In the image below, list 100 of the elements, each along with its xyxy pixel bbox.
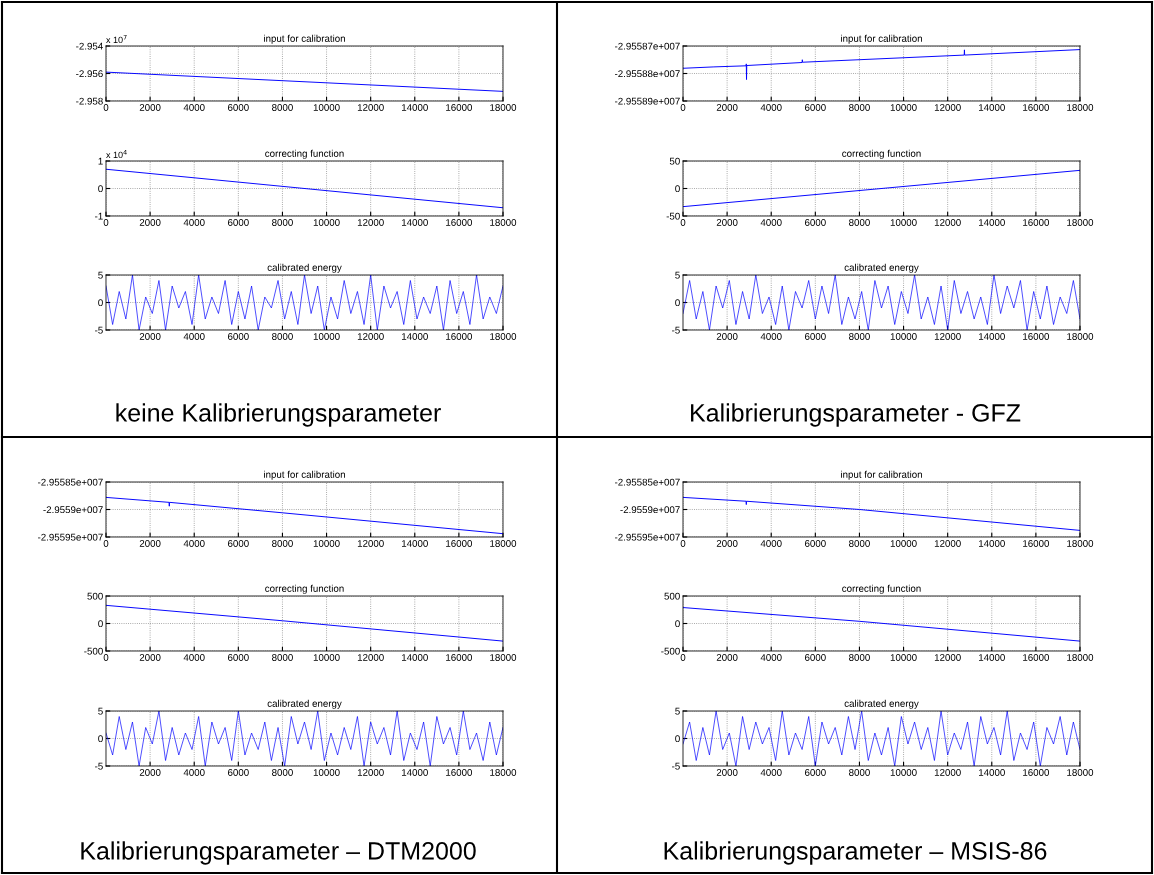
y-tick-label: -5 [672, 326, 680, 334]
x-tick-label: 14000 [402, 104, 428, 111]
x-tick-label: 6000 [228, 104, 249, 111]
x-tick-label: 12000 [934, 654, 961, 661]
x-tick-label: 14000 [402, 769, 428, 776]
y-tick-label: 0 [98, 299, 103, 307]
x-tick-label: 18000 [1067, 104, 1094, 111]
x-tick-label: 16000 [1023, 333, 1050, 340]
x-tick-label: 18000 [1067, 769, 1094, 776]
x-tick-label: 8000 [849, 540, 870, 547]
x-tick-label: 2000 [716, 540, 738, 547]
y-tick-label: 50 [669, 157, 680, 165]
x-tick-label: 14000 [979, 219, 1005, 226]
chart-title: input for calibration [841, 34, 922, 44]
chart-title: correcting function [842, 149, 921, 159]
x-tick-label: 8000 [849, 654, 870, 661]
x-tick-label: 16000 [446, 104, 473, 111]
x-tick-label: 2000 [139, 219, 161, 226]
x-tick-label: 2000 [716, 769, 738, 776]
line-series [106, 711, 503, 766]
x-tick-label: 8000 [272, 333, 293, 340]
y-tick-label: -500 [84, 647, 103, 655]
x-tick-label: 2000 [139, 333, 161, 340]
y-tick-label: -2.954 [76, 42, 103, 50]
x-tick-label: 4000 [760, 540, 782, 547]
text: Kalibrierungsparameter – DTM2000 [81, 841, 476, 865]
y-tick-label: 0 [675, 299, 680, 307]
y-tick-label: -2.95587e+007 [614, 42, 680, 50]
x-tick-label: 18000 [1067, 540, 1094, 547]
x-tick-label: 14000 [979, 769, 1005, 776]
x-tick-label: 12000 [357, 104, 384, 111]
x-tick-label: 0 [103, 654, 109, 661]
x-tick-label: 0 [680, 219, 686, 226]
chart-title: calibrated energy [844, 699, 919, 709]
x-tick-label: 2000 [139, 769, 161, 776]
x-tick-label: 10000 [890, 540, 917, 547]
y-tick-label: 5 [98, 707, 103, 715]
x-tick-label: 16000 [446, 654, 473, 661]
x-tick-label: 16000 [446, 333, 473, 340]
x-tick-label: 4000 [183, 333, 205, 340]
x-tick-label: 18000 [490, 654, 517, 661]
x-tick-label: 10000 [890, 219, 917, 226]
x-tick-label: 10000 [313, 769, 340, 776]
chart-title: correcting function [842, 584, 921, 594]
x-tick-label: 12000 [934, 104, 961, 111]
x-tick-label: 12000 [357, 333, 384, 340]
y-tick-label: -2.95595e+007 [614, 533, 680, 541]
y-tick-label: 0 [98, 735, 103, 743]
x-tick-label: 2000 [716, 104, 738, 111]
text: x 10$^{4}$ [106, 149, 127, 159]
x-tick-label: 2000 [716, 333, 738, 340]
y-tick-label: -2.958 [76, 97, 103, 105]
x-tick-label: 2000 [139, 654, 161, 661]
chart-title: calibrated energy [267, 699, 342, 709]
chart-title: correcting function [265, 149, 344, 159]
x-tick-label: 8000 [849, 104, 870, 111]
x-tick-label: 8000 [272, 769, 293, 776]
x-tick-label: 18000 [1067, 219, 1094, 226]
y-tick-label: 5 [675, 271, 680, 279]
y-tick-label: -2.95589e+007 [614, 97, 680, 105]
y-tick-label: 500 [664, 592, 680, 600]
y-tick-label: 0 [98, 185, 103, 193]
x-tick-label: 10000 [890, 104, 917, 111]
y-tick-label: 0 [675, 185, 680, 193]
x-tick-label: 12000 [357, 219, 384, 226]
x-tick-label: 12000 [357, 654, 384, 661]
x-tick-label: 8000 [272, 540, 293, 547]
x-tick-label: 10000 [313, 104, 340, 111]
x-tick-label: 16000 [446, 540, 473, 547]
x-tick-label: 10000 [890, 333, 917, 340]
x-tick-label: 10000 [890, 769, 917, 776]
x-tick-label: 10000 [890, 654, 917, 661]
text: Kalibrierungsparameter - GFZ [691, 403, 1021, 427]
x-tick-label: 8000 [272, 654, 293, 661]
x-tick-label: 8000 [272, 219, 293, 226]
text: Kalibrierungsparameter – MSIS-86 [664, 841, 1047, 865]
x-tick-label: 14000 [402, 333, 428, 340]
x-tick-label: 18000 [490, 540, 517, 547]
y-tick-label: -5 [95, 326, 103, 334]
chart-title: input for calibration [841, 470, 922, 480]
y-tick-label: -2.95588e+007 [614, 70, 680, 78]
x-tick-label: 2000 [716, 654, 738, 661]
x-tick-label: 6000 [228, 654, 249, 661]
y-tick-label: 0 [675, 735, 680, 743]
x-tick-label: 14000 [402, 654, 428, 661]
x-tick-label: 16000 [446, 769, 473, 776]
x-tick-label: 12000 [934, 333, 961, 340]
x-tick-label: 6000 [805, 333, 826, 340]
x-tick-label: 4000 [760, 769, 782, 776]
y-tick-label: -2.95585e+007 [614, 478, 680, 486]
x-tick-label: 6000 [228, 219, 249, 226]
x-tick-label: 14000 [402, 219, 428, 226]
x-tick-label: 0 [680, 540, 686, 547]
x-tick-label: 10000 [313, 219, 340, 226]
y-tick-label: -2.95595e+007 [37, 533, 103, 541]
x-tick-label: 18000 [490, 219, 517, 226]
text: x 10$^{7}$ [106, 34, 127, 44]
x-tick-label: 6000 [228, 333, 249, 340]
x-tick-label: 4000 [183, 104, 205, 111]
x-tick-label: 0 [103, 104, 109, 111]
